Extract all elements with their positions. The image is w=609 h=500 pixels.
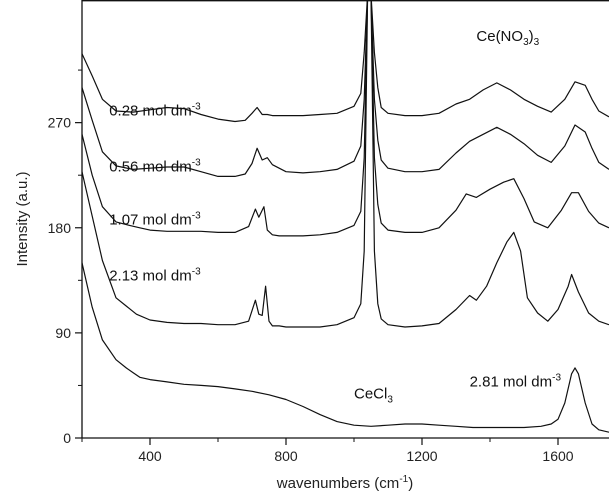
x-tick-label: 1600 [542,448,573,464]
x-tick-label: 800 [274,448,298,464]
x-tick-label: 1200 [406,448,437,464]
annotation-c056: 0.56 mol dm-3 [109,158,201,176]
series-group [82,0,609,433]
x-tick-label: 400 [138,448,162,464]
annotations: Ce(NO3)3 0.28 mol dm-3 0.56 mol dm-3 1.07 m… [109,28,561,405]
series-line-s028 [82,0,609,123]
series-line-scecl3 [82,262,609,433]
x-axis-label-main: wavenumbers (cm [276,475,400,492]
annotation-c281: 2.81 mol dm-3 [470,373,562,391]
series-line-s213 [82,0,609,328]
annotation-c028: 0.28 mol dm-3 [109,102,201,120]
series-line-s107 [82,0,609,237]
y-tick-label: 0 [63,430,71,446]
y-tick-label: 90 [55,325,71,341]
y-tick-label: 180 [48,220,72,236]
x-axis-label: wavenumbers (cm-1) [276,474,413,492]
annotation-cenitrate: Ce(NO3)3 [476,28,539,48]
y-tick-label: 270 [48,115,72,131]
series-line-s056 [82,0,609,177]
annotation-c213: 2.13 mol dm-3 [109,266,201,284]
y-ticks: 0 90 180 270 [48,69,82,446]
annotation-cecl3: CeCl3 [354,385,393,405]
axes [81,0,609,439]
x-axis-label-tail: ) [408,475,413,492]
x-axis-label-sup: -1 [399,474,408,485]
annotation-c107: 1.07 mol dm-3 [109,210,201,228]
x-ticks: 400 800 1200 1600 [81,438,574,464]
y-axis-label: Intensity (a.u.) [14,171,31,266]
